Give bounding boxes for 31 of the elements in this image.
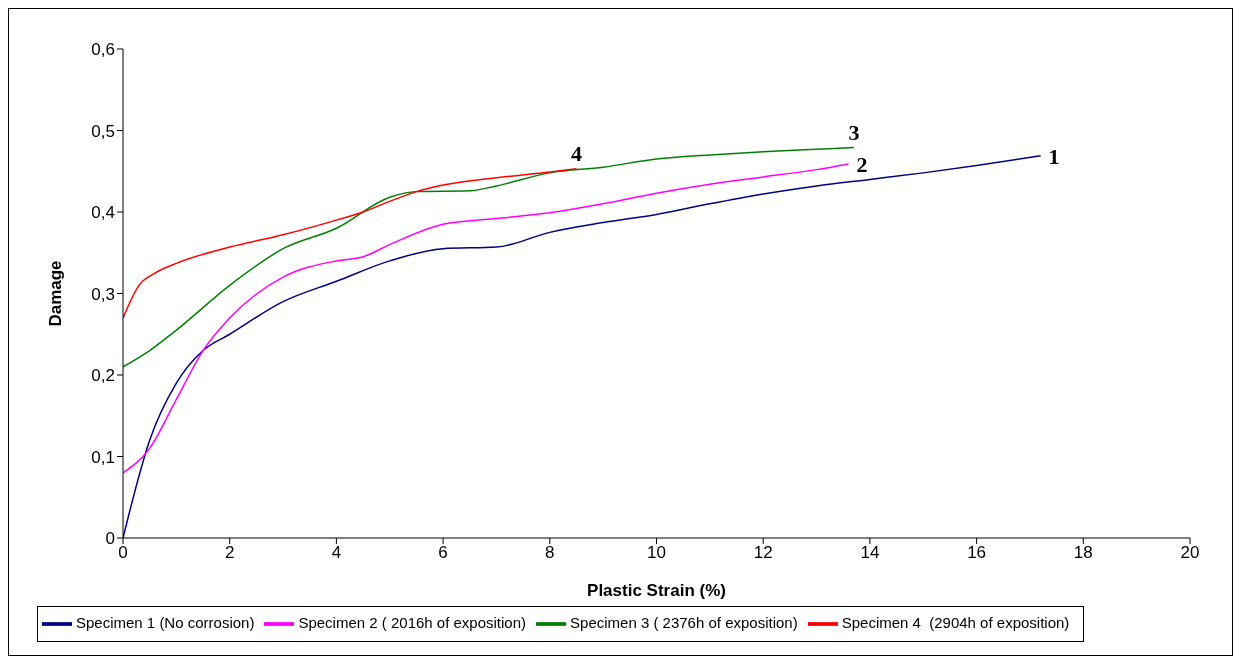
x-tick-label: 10 — [647, 543, 666, 563]
x-tick-label: 14 — [860, 543, 880, 563]
line-series — [123, 168, 578, 319]
x-axis-title: Plastic Strain (%) — [587, 581, 726, 600]
x-tick-label: 18 — [1073, 543, 1093, 563]
annotation: 1 — [1048, 143, 1060, 169]
y-tick-label: 0 — [105, 529, 115, 549]
legend-label: Specimen 1 (No corrosion) — [76, 613, 255, 631]
x-tick-label: 12 — [753, 543, 773, 563]
line-series — [123, 146, 855, 368]
y-tick-label: 0,1 — [91, 447, 115, 467]
annotation: 3 — [848, 119, 860, 145]
y-tick-label: 0,5 — [91, 121, 115, 141]
annotation: 4 — [570, 140, 582, 166]
y-tick-label: 0,6 — [91, 40, 115, 60]
y-tick-label: 0,4 — [91, 203, 115, 223]
legend-label: Specimen 2 ( 2016h of exposition) — [298, 613, 527, 631]
legend-label: Specimen 4 (2904h of exposition) — [841, 613, 1070, 631]
x-tick-label: 0 — [118, 543, 128, 563]
x-tick-label: 6 — [438, 543, 448, 563]
y-tick-label: 0,2 — [91, 366, 115, 386]
annotation: 2 — [856, 151, 868, 177]
line-series — [123, 163, 850, 474]
legend-label: Specimen 3 ( 2376h of exposition) — [570, 613, 798, 631]
x-tick-label: 2 — [224, 543, 235, 563]
y-axis-title: Damage — [46, 260, 66, 327]
x-tick-label: 20 — [1180, 543, 1200, 563]
y-tick-label: 0,3 — [91, 284, 115, 304]
x-tick-label: 16 — [967, 543, 987, 563]
x-tick-label: 4 — [331, 543, 342, 563]
x-tick-label: 8 — [545, 543, 555, 563]
